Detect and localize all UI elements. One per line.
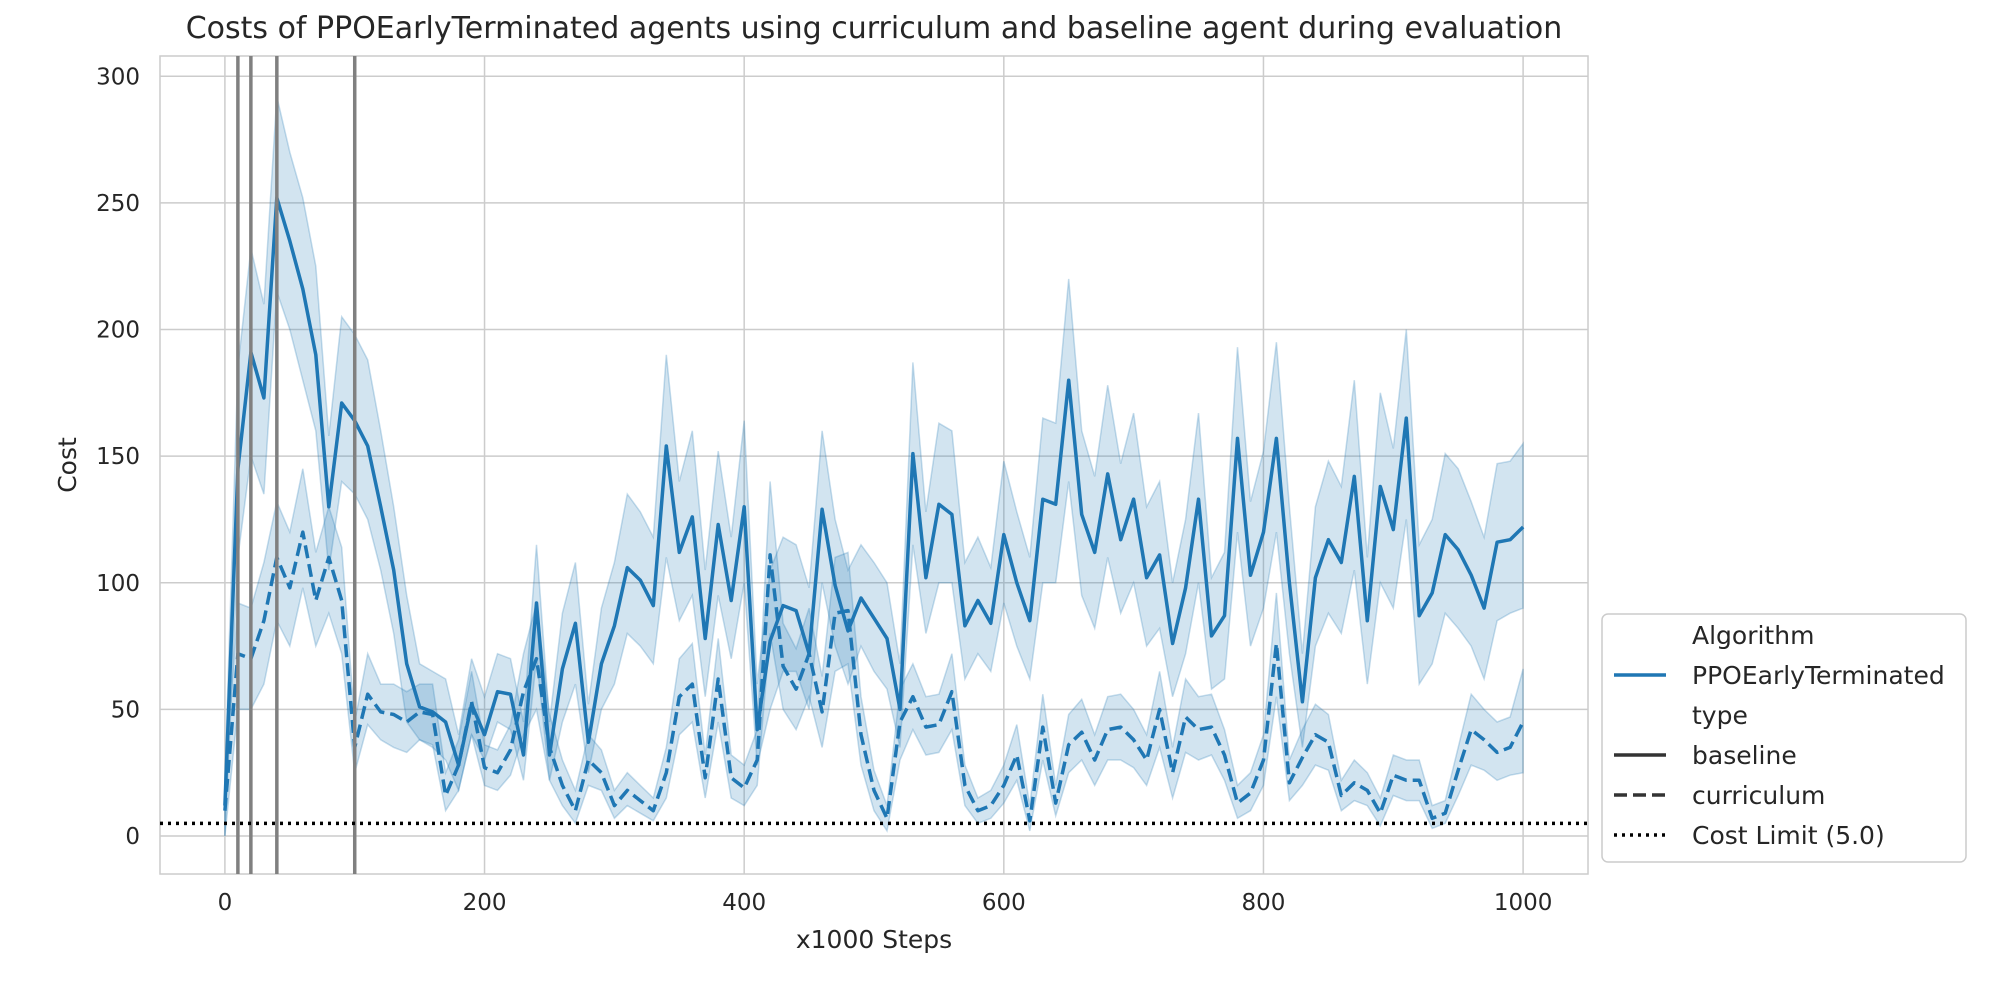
y-tick-label-50: 50 xyxy=(111,697,140,723)
series-lines xyxy=(223,196,1525,823)
legend-box xyxy=(1601,613,1967,863)
y-tick-label-100: 100 xyxy=(96,571,140,597)
grid xyxy=(160,56,1588,874)
y-tick-label-150: 150 xyxy=(96,444,140,470)
legend-label-baseline: baseline xyxy=(1692,741,1797,770)
y-tick-labels: 0 50 100 150 200 250 300 xyxy=(96,64,140,850)
legend-header-type: type xyxy=(1692,701,1748,730)
vertical-markers xyxy=(236,56,357,874)
line-curriculum xyxy=(223,530,1525,823)
line-baseline xyxy=(223,196,1525,806)
x-tick-label-800: 800 xyxy=(1242,890,1286,916)
x-tick-label-400: 400 xyxy=(722,890,766,916)
band-baseline xyxy=(224,96,1524,837)
legend-label-cost-limit: Cost Limit (5.0) xyxy=(1692,821,1885,850)
y-tick-label-200: 200 xyxy=(96,318,140,344)
legend-label-curriculum: curriculum xyxy=(1692,781,1825,810)
chart-title: Costs of PPOEarlyTerminated agents using… xyxy=(186,11,1563,46)
x-tick-label-600: 600 xyxy=(982,890,1026,916)
x-tick-labels: 0 200 400 600 800 1000 xyxy=(218,890,1553,916)
y-tick-label-250: 250 xyxy=(96,191,140,217)
x-tick-label-200: 200 xyxy=(463,890,507,916)
x-tick-label-0: 0 xyxy=(218,890,233,916)
legend-label-ppoearlyterminated: PPOEarlyTerminated xyxy=(1692,661,1945,690)
legend-header-algorithm: Algorithm xyxy=(1692,621,1814,650)
legend: Algorithm PPOEarlyTerminated type baseli… xyxy=(1601,613,1967,863)
plot-background xyxy=(159,55,1589,875)
y-tick-label-0: 0 xyxy=(125,824,140,850)
x-tick-label-1000: 1000 xyxy=(1494,890,1553,916)
x-axis-label: x1000 Steps xyxy=(796,925,952,954)
y-axis-label: Cost xyxy=(53,437,82,493)
y-tick-label-300: 300 xyxy=(96,64,140,90)
